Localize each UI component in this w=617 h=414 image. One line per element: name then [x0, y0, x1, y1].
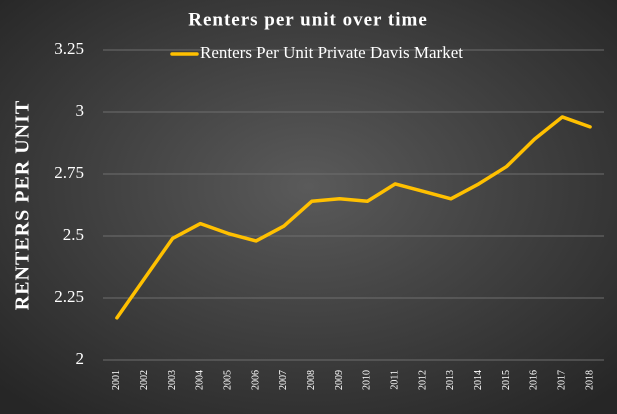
y-tick-label: 3.25 [54, 39, 84, 58]
y-tick-label: 2.75 [54, 163, 84, 182]
x-tick-label: 2009 [334, 370, 345, 390]
y-tick-label: 2 [76, 349, 85, 368]
y-tick-label: 2.5 [63, 225, 84, 244]
x-tick-label: 2012 [417, 370, 428, 390]
line [115, 115, 592, 320]
x-tick-label: 2002 [139, 370, 150, 390]
x-tick-label: 2015 [501, 370, 512, 390]
x-tick-label: 2005 [223, 370, 234, 390]
x-tick-label: 2010 [362, 370, 373, 390]
x-tick-label: 2017 [557, 370, 568, 390]
y-axis-label: RENTERS PER UNIT [12, 100, 34, 310]
y-tick-label: 3 [76, 101, 85, 120]
x-tick-label: 2003 [167, 370, 178, 390]
x-tick-label: 2001 [111, 370, 122, 390]
x-tick-label: 2013 [445, 370, 456, 390]
x-tick-label: 2008 [306, 370, 317, 390]
x-tick-label: 2004 [195, 370, 206, 390]
x-tick-label: 2011 [390, 370, 401, 390]
legend-label: Renters Per Unit Private Davis Market [200, 43, 463, 62]
chart-title: Renters per unit over time [188, 9, 428, 30]
x-tick-label: 2006 [250, 370, 261, 390]
x-tick-label: 2007 [278, 370, 289, 390]
y-tick-label: 2.25 [54, 287, 84, 306]
x-tick-label: 2018 [584, 370, 595, 390]
x-tick-label: 2014 [473, 370, 484, 390]
x-tick-label: 2016 [529, 370, 540, 390]
